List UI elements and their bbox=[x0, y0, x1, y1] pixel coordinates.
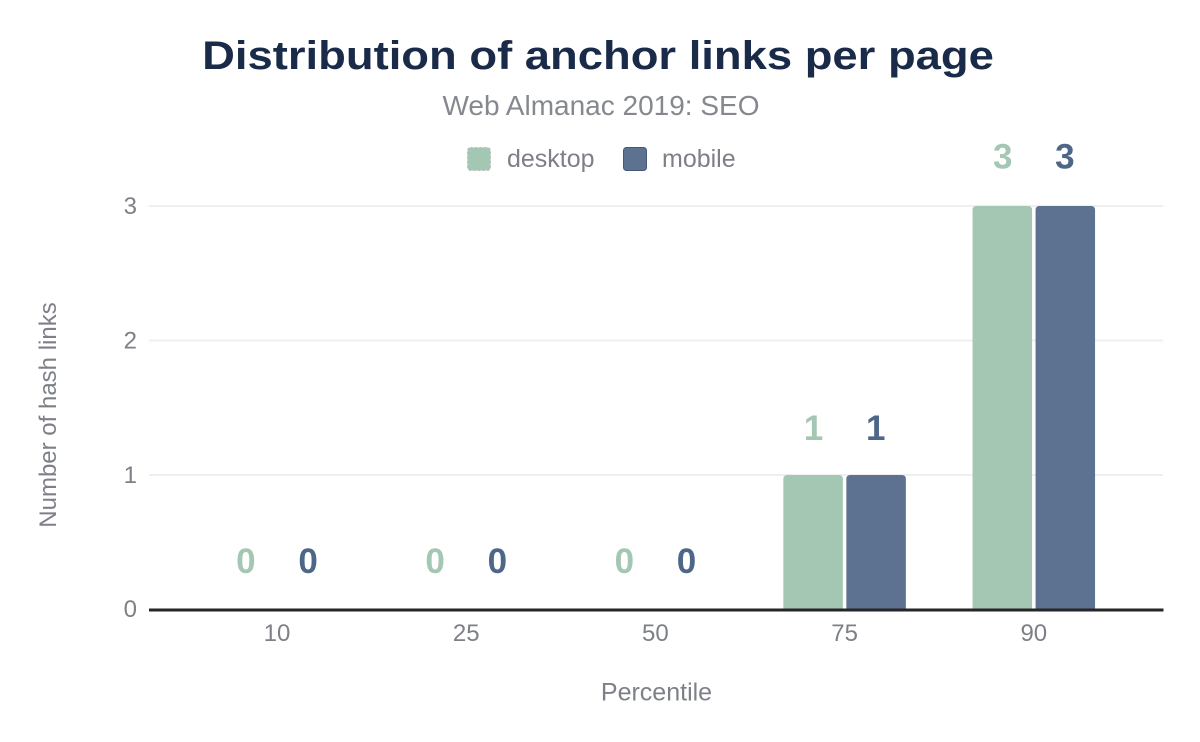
svg-text:0: 0 bbox=[488, 542, 507, 581]
svg-text:3: 3 bbox=[124, 193, 137, 220]
svg-text:90: 90 bbox=[1020, 620, 1047, 647]
svg-text:1: 1 bbox=[804, 409, 823, 448]
svg-text:0: 0 bbox=[124, 596, 137, 623]
svg-text:10: 10 bbox=[264, 620, 291, 647]
svg-text:75: 75 bbox=[831, 620, 858, 647]
svg-text:Web Almanac 2019: SEO: Web Almanac 2019: SEO bbox=[443, 90, 760, 121]
svg-text:Distribution of anchor links p: Distribution of anchor links per page bbox=[202, 33, 994, 78]
svg-text:25: 25 bbox=[453, 620, 480, 647]
svg-text:mobile: mobile bbox=[662, 145, 736, 173]
svg-text:3: 3 bbox=[993, 138, 1012, 177]
svg-text:50: 50 bbox=[642, 620, 669, 647]
svg-text:0: 0 bbox=[615, 542, 634, 581]
svg-text:0: 0 bbox=[298, 542, 317, 581]
svg-text:3: 3 bbox=[1055, 138, 1074, 177]
svg-text:0: 0 bbox=[677, 542, 696, 581]
svg-text:1: 1 bbox=[124, 462, 137, 489]
svg-text:desktop: desktop bbox=[507, 145, 595, 173]
svg-text:1: 1 bbox=[866, 409, 885, 448]
svg-text:Number of hash links: Number of hash links bbox=[35, 302, 62, 527]
svg-text:Percentile: Percentile bbox=[601, 679, 712, 707]
svg-text:2: 2 bbox=[124, 328, 137, 355]
svg-text:0: 0 bbox=[425, 542, 444, 581]
svg-text:0: 0 bbox=[236, 542, 255, 581]
